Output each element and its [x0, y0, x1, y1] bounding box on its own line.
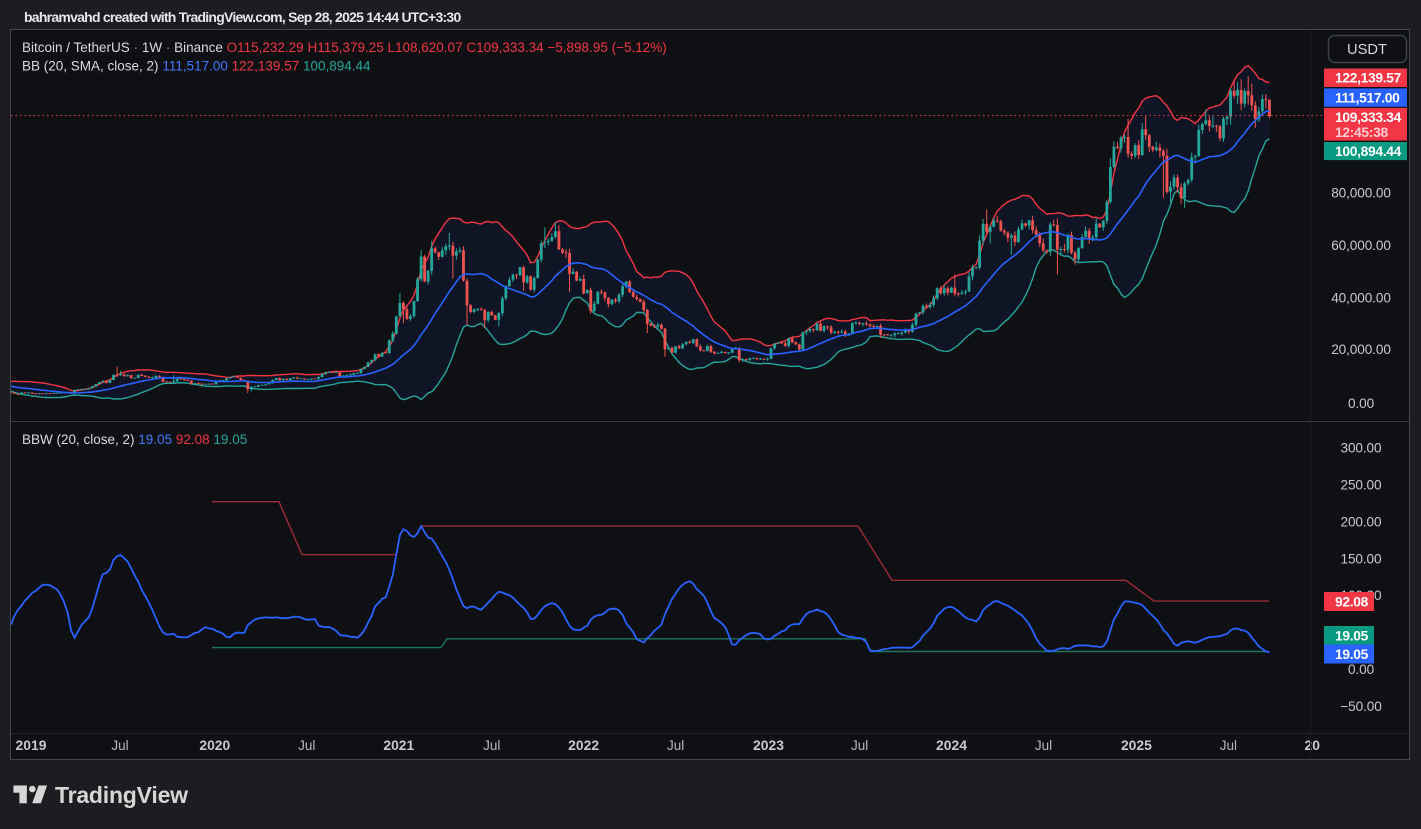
svg-text:BB (20, SMA, close, 2) 111,517: BB (20, SMA, close, 2) 111,517.00 122,13…: [22, 59, 371, 74]
svg-text:2022: 2022: [568, 737, 599, 753]
svg-text:Bitcoin / TetherUS · 1W · Bina: Bitcoin / TetherUS · 1W · Binance O115,2…: [22, 40, 667, 55]
svg-text:12:45:38: 12:45:38: [1335, 125, 1388, 140]
svg-text:Jul: Jul: [1220, 738, 1237, 753]
svg-text:Jul: Jul: [851, 738, 868, 753]
svg-text:109,333.34: 109,333.34: [1335, 110, 1402, 125]
svg-text:40,000.00: 40,000.00: [1331, 290, 1391, 305]
svg-text:111,517.00: 111,517.00: [1335, 90, 1400, 105]
svg-text:20,000.00: 20,000.00: [1331, 342, 1391, 357]
svg-text:2024: 2024: [936, 737, 967, 753]
svg-text:0.00: 0.00: [1348, 396, 1375, 411]
svg-text:USDT: USDT: [1347, 42, 1387, 58]
svg-text:92.08: 92.08: [1335, 595, 1369, 610]
svg-text:bahramvahd created with Tradin: bahramvahd created with TradingView.com,…: [24, 9, 461, 25]
svg-text:150.00: 150.00: [1341, 551, 1383, 566]
svg-text:Jul: Jul: [483, 738, 500, 753]
svg-text:2025: 2025: [1121, 737, 1152, 753]
svg-text:Jul: Jul: [298, 738, 315, 753]
svg-text:0.00: 0.00: [1348, 662, 1375, 677]
svg-text:Jul: Jul: [667, 738, 684, 753]
svg-text:19.05: 19.05: [1335, 647, 1369, 662]
svg-text:Jul: Jul: [1035, 738, 1052, 753]
svg-text:122,139.57: 122,139.57: [1335, 71, 1402, 86]
svg-text:60,000.00: 60,000.00: [1331, 238, 1391, 253]
svg-text:250.00: 250.00: [1341, 478, 1383, 493]
svg-text:20: 20: [1304, 737, 1320, 753]
svg-text:100,894.44: 100,894.44: [1335, 144, 1402, 159]
svg-text:2019: 2019: [16, 737, 47, 753]
svg-text:80,000.00: 80,000.00: [1331, 186, 1391, 201]
svg-text:Jul: Jul: [111, 738, 128, 753]
svg-text:BBW (20, close, 2) 19.05 92.0: BBW (20, close, 2) 19.05 92.08 19.05: [22, 432, 247, 447]
svg-text:2023: 2023: [753, 737, 784, 753]
svg-text:−50.00: −50.00: [1340, 699, 1382, 714]
svg-text:19.05: 19.05: [1335, 629, 1369, 644]
svg-text:200.00: 200.00: [1341, 514, 1383, 529]
svg-text:2021: 2021: [383, 737, 414, 753]
svg-text:2020: 2020: [199, 737, 230, 753]
svg-text:TradingView: TradingView: [55, 782, 188, 808]
svg-text:300.00: 300.00: [1341, 440, 1383, 455]
